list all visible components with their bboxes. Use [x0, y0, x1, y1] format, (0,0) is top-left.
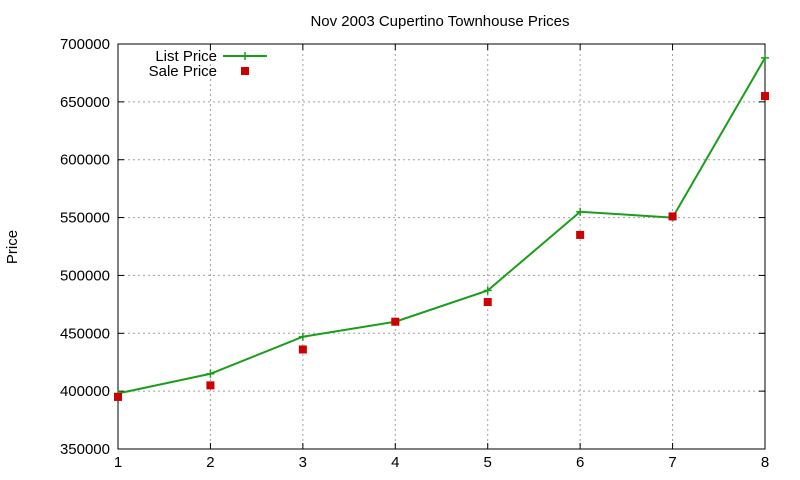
y-tick-label: 650000	[60, 94, 110, 111]
legend-swatch-marker-sale-price	[241, 67, 249, 75]
y-tick-label: 400000	[60, 383, 110, 400]
data-point-sale-price	[668, 212, 677, 221]
grid	[118, 44, 765, 449]
y-tick-label: 350000	[60, 441, 110, 458]
axis-ticks: 1 2 3 4 5 6 7 8 350000 400000 450000 500000 550000 60…	[60, 36, 769, 471]
series	[114, 53, 769, 401]
x-tick-label: 4	[391, 454, 399, 471]
legend-label-list-price: List Price	[155, 48, 217, 65]
legend-label-sale-price: Sale Price	[149, 63, 217, 80]
x-tick-label: 2	[206, 454, 214, 471]
y-axis-label: Price	[4, 230, 21, 264]
y-tick-label: 450000	[60, 325, 110, 342]
data-point-list-price	[761, 53, 769, 62]
x-tick-label: 3	[299, 454, 307, 471]
series-line-list-price	[117, 57, 766, 395]
data-point-list-price	[483, 286, 492, 295]
y-tick-label: 550000	[60, 210, 110, 227]
data-point-sale-price	[391, 317, 400, 326]
legend-swatch-marker-list-price	[241, 52, 249, 60]
y-tick-label: 700000	[60, 36, 110, 53]
data-point-sale-price	[206, 381, 215, 390]
data-point-sale-price	[114, 392, 122, 401]
plot-frame	[117, 43, 766, 450]
x-tick-label: 6	[576, 454, 584, 471]
data-point-sale-price	[483, 298, 492, 307]
x-tick-label: 1	[114, 454, 122, 471]
data-point-list-price	[576, 207, 585, 216]
x-tick-label: 5	[484, 454, 492, 471]
data-point-sale-price	[576, 230, 585, 239]
data-point-sale-price	[298, 345, 307, 354]
data-point-list-price	[206, 369, 215, 378]
chart-title: Nov 2003 Cupertino Townhouse Prices	[310, 13, 569, 30]
y-tick-label: 600000	[60, 152, 110, 169]
legend: List Price Sale Price	[149, 48, 267, 80]
x-tick-label: 8	[761, 454, 769, 471]
x-tick-label: 7	[668, 454, 676, 471]
y-tick-label: 500000	[60, 267, 110, 284]
data-point-sale-price	[761, 92, 769, 101]
data-point-list-price	[298, 332, 307, 341]
